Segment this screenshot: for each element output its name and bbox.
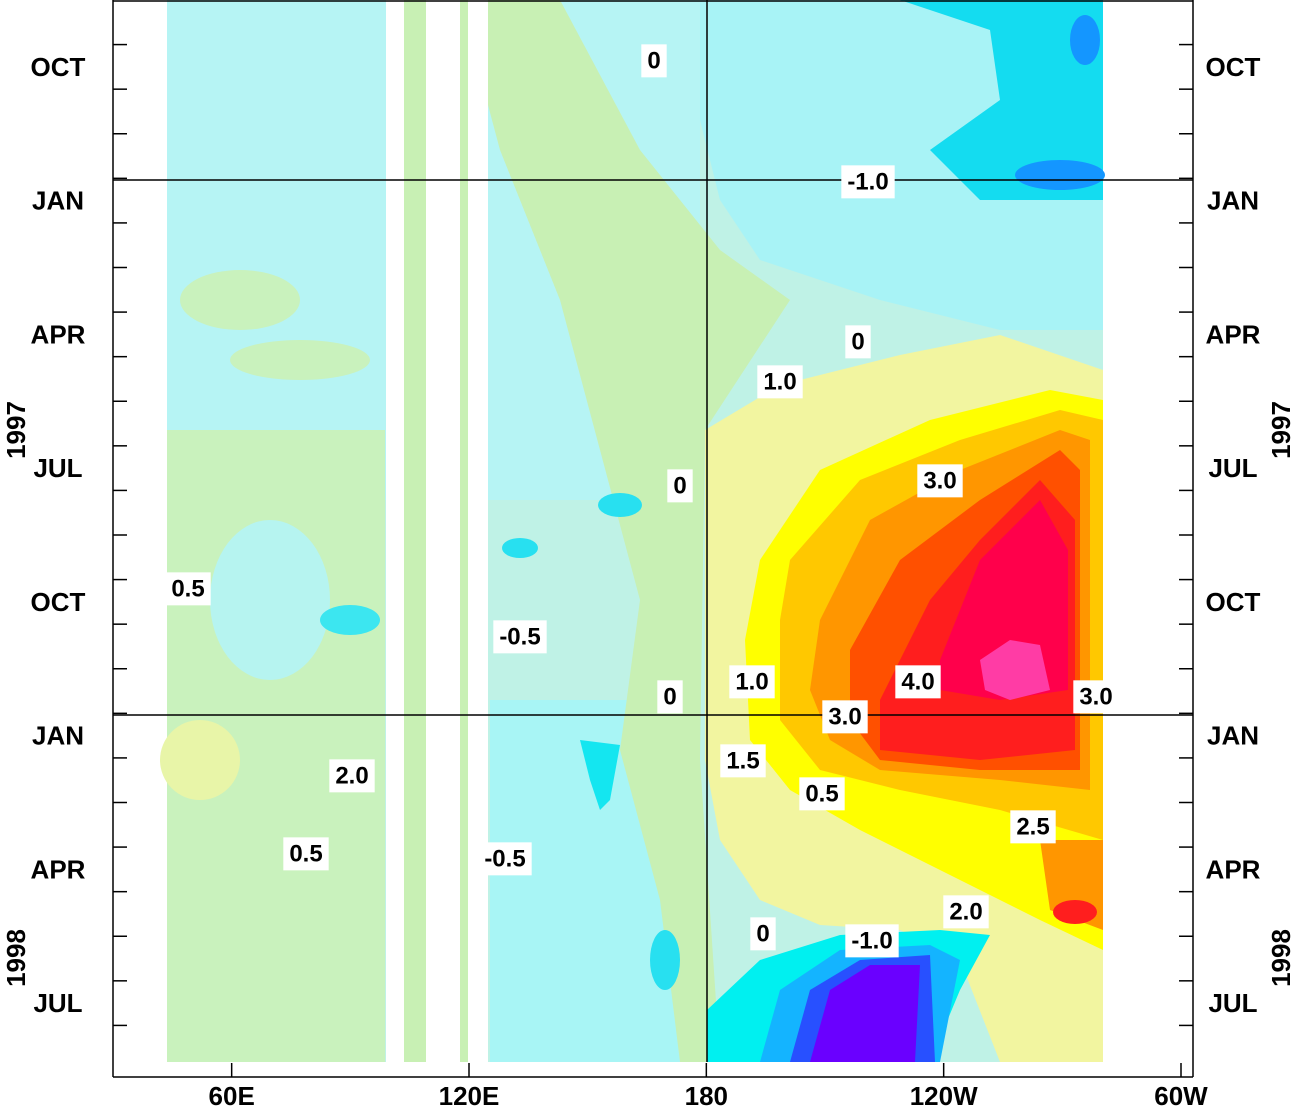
contour-label-box bbox=[720, 744, 766, 778]
contour-label-box bbox=[478, 842, 532, 876]
contour-label-box bbox=[799, 777, 845, 811]
contour-label-box bbox=[283, 837, 329, 871]
contour-label: 3.0 bbox=[923, 467, 956, 494]
year-label: 1997 bbox=[1266, 401, 1296, 459]
contour-label: 1.0 bbox=[763, 368, 796, 395]
y-label: APR bbox=[1206, 319, 1261, 349]
contour-label: 2.0 bbox=[949, 898, 982, 925]
y-label: OCT bbox=[31, 52, 86, 82]
contour-label-box bbox=[729, 665, 775, 699]
contour-label: 0 bbox=[647, 47, 660, 74]
contour-labels: 0 -1.0 0 1.0 0 3.0 0.5 -0.5 0 1.0 4.0 3.… bbox=[165, 44, 1119, 958]
y-label: APR bbox=[31, 854, 86, 884]
y-label: JUL bbox=[1208, 453, 1257, 483]
contour-label-box bbox=[917, 464, 963, 498]
contour-label-box bbox=[750, 917, 776, 951]
contour-label-box bbox=[822, 700, 868, 734]
contour-label-box bbox=[845, 325, 871, 359]
contour-label: 2.5 bbox=[1016, 813, 1049, 840]
contour-label: 4.0 bbox=[901, 668, 934, 695]
y-label: APR bbox=[31, 319, 86, 349]
contour-label: 1.5 bbox=[726, 747, 759, 774]
contour-label: 3.0 bbox=[1079, 683, 1112, 710]
contour-label: -0.5 bbox=[499, 623, 540, 650]
field bbox=[160, 0, 1105, 1062]
contour-label-box bbox=[493, 620, 547, 654]
contour-label: 1.0 bbox=[735, 668, 768, 695]
contour-label-box bbox=[943, 895, 989, 929]
y-label: JAN bbox=[32, 721, 84, 751]
month-ticks bbox=[113, 43, 1193, 1027]
year-label: 1998 bbox=[1, 929, 31, 987]
contour-label-box bbox=[667, 469, 693, 503]
contour-label-box bbox=[165, 572, 211, 606]
contour-label: 0 bbox=[663, 683, 676, 710]
y-label: JAN bbox=[32, 186, 84, 216]
frame bbox=[112, 0, 1194, 1078]
contour-label: 0 bbox=[756, 920, 769, 947]
y-label: APR bbox=[1206, 854, 1261, 884]
y-label: OCT bbox=[1206, 52, 1261, 82]
x-tick-label: 60W bbox=[1154, 1081, 1208, 1111]
x-tick-label: 60E bbox=[209, 1081, 255, 1111]
x-tick-label: 120E bbox=[439, 1081, 500, 1111]
contour-label-box bbox=[641, 44, 667, 78]
contour-label: 3.0 bbox=[828, 703, 861, 730]
y-label: OCT bbox=[31, 587, 86, 617]
y-label: JUL bbox=[33, 453, 82, 483]
year-label: 1998 bbox=[1266, 929, 1296, 987]
contour-label-box bbox=[895, 665, 941, 699]
year-label: 1997 bbox=[1, 401, 31, 459]
contour-label: 0 bbox=[673, 472, 686, 499]
contour-label-box bbox=[757, 365, 803, 399]
contour-label-box bbox=[329, 759, 375, 793]
contour-label: -0.5 bbox=[484, 845, 525, 872]
contour-label-box bbox=[1073, 680, 1119, 714]
contour-label-box bbox=[841, 165, 895, 199]
contour-label-box bbox=[1010, 810, 1056, 844]
x-tick-label: 120W bbox=[910, 1081, 978, 1111]
x-tick-label: 180 bbox=[685, 1081, 728, 1111]
y-label: OCT bbox=[1206, 587, 1261, 617]
contour-label: 0.5 bbox=[289, 840, 322, 867]
y-label: JUL bbox=[33, 988, 82, 1018]
contour-label: 0.5 bbox=[805, 780, 838, 807]
contour-label: 2.0 bbox=[335, 762, 368, 789]
contour-label: 0 bbox=[851, 328, 864, 355]
y-label: JUL bbox=[1208, 988, 1257, 1018]
contour-label: -1.0 bbox=[847, 168, 888, 195]
contour-label-box bbox=[845, 924, 899, 958]
y-label: JAN bbox=[1207, 721, 1259, 751]
y-label: JAN bbox=[1207, 186, 1259, 216]
contour-label: -1.0 bbox=[851, 927, 892, 954]
contour-label-box bbox=[657, 680, 683, 714]
contour-label: 0.5 bbox=[171, 575, 204, 602]
